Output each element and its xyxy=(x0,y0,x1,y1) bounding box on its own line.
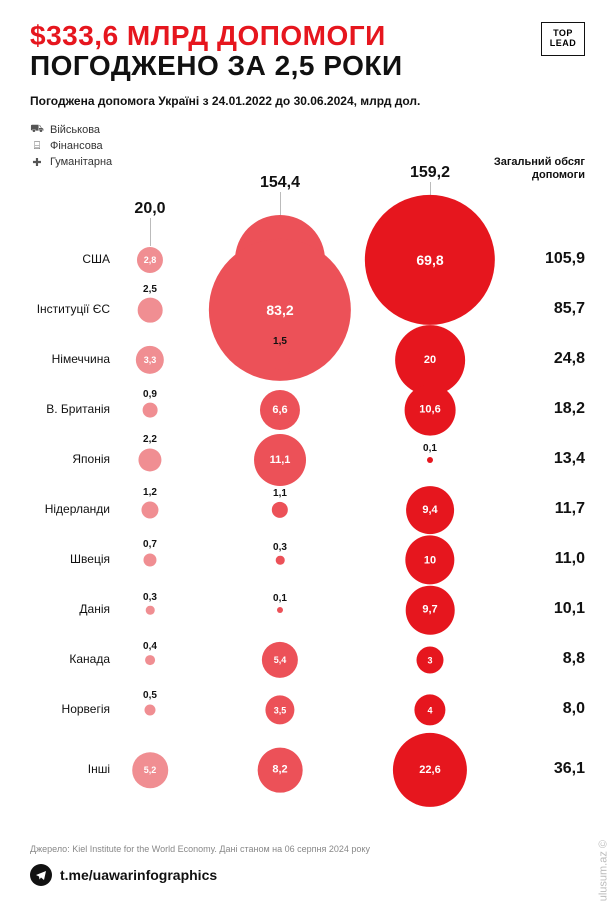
row-total: 18,2 xyxy=(554,400,585,418)
bubble-label: 0,7 xyxy=(143,539,157,550)
row-total: 11,7 xyxy=(555,500,585,518)
bubble: 5,4 xyxy=(262,642,298,678)
bubble-label: 0,4 xyxy=(143,641,157,652)
bubble-label: 0,1 xyxy=(423,443,437,454)
bubble: 3,3 xyxy=(136,346,164,374)
row-label: Данія xyxy=(30,602,110,616)
bubble-label: 1,1 xyxy=(273,488,287,499)
bubble-label: 0,1 xyxy=(273,593,287,604)
column-total: 154,4 xyxy=(260,174,300,192)
bubble: 10,6 xyxy=(405,385,456,436)
row-label: Канада xyxy=(30,652,110,666)
row-label: США xyxy=(30,252,110,266)
bubble: 5,2 xyxy=(132,752,168,788)
row-label: Інші xyxy=(30,762,110,776)
legend-label: Гуманітарна xyxy=(50,156,112,168)
row-label: Інституції ЄС xyxy=(30,302,110,316)
bubble-chart: 20,0154,4159,2США105,92,833,369,8Інститу… xyxy=(30,180,585,820)
telegram-link[interactable]: t.me/uawarinfographics xyxy=(30,864,585,886)
row-label: Японія xyxy=(30,452,110,466)
bubble-label: 2,2 xyxy=(143,434,157,445)
subtitle: Погоджена допомога Україні з 24.01.2022 … xyxy=(30,94,585,108)
bubble xyxy=(276,556,285,565)
row-label: Швеція xyxy=(30,552,110,566)
column-total: 159,2 xyxy=(410,164,450,182)
row-label: Норвегія xyxy=(30,702,110,716)
logo: TOP LEAD xyxy=(541,22,585,56)
money-icon: ⌸ xyxy=(30,140,44,153)
bubble-label: 0,5 xyxy=(143,690,157,701)
bubble: 22,6 xyxy=(393,733,467,807)
row-total: 8,8 xyxy=(563,650,585,668)
bubble-label: 0,9 xyxy=(143,389,157,400)
bubble: 6,6 xyxy=(260,390,300,430)
bubble-label: 1,2 xyxy=(143,487,157,498)
legend-label: Військова xyxy=(50,124,100,136)
source-text: Джерело: Kiel Institute for the World Ec… xyxy=(30,844,585,854)
bubble: 3,5 xyxy=(265,695,294,724)
bubble: 9,7 xyxy=(406,586,455,635)
telegram-text: t.me/uawarinfographics xyxy=(60,867,217,883)
bubble-label: 0,3 xyxy=(143,592,157,603)
bubble-label: 2,5 xyxy=(143,284,157,295)
bubble xyxy=(141,501,158,518)
bubble: 10 xyxy=(405,535,454,584)
legend-item: ⛟ Військова xyxy=(30,122,585,138)
telegram-icon xyxy=(30,864,52,886)
row-total: 105,9 xyxy=(545,250,585,268)
bubble xyxy=(144,704,155,715)
legend-label: Фінансова xyxy=(50,140,103,152)
row-total: 24,8 xyxy=(554,350,585,368)
bubble: 11,1 xyxy=(254,434,306,486)
title-line2: ПОГОДЖЕНО ЗА 2,5 РОКИ xyxy=(30,50,585,82)
logo-line2: LEAD xyxy=(550,39,577,49)
row-total: 11,0 xyxy=(555,550,585,568)
tank-icon: ⛟ xyxy=(30,123,44,137)
column-total: 20,0 xyxy=(134,200,165,218)
legend-item: ⌸ Фінансова xyxy=(30,138,585,154)
row-total: 10,1 xyxy=(554,600,585,618)
bubble xyxy=(143,553,156,566)
row-total: 36,1 xyxy=(554,760,585,778)
bubble: 8,2 xyxy=(258,748,303,793)
row-label: В. Британія xyxy=(30,402,110,416)
row-total: 13,4 xyxy=(554,450,585,468)
total-header: Загальний обсягдопомоги xyxy=(494,156,585,182)
bubble xyxy=(427,457,433,463)
bubble: 3 xyxy=(416,646,443,673)
bubble-label: 1,5 xyxy=(273,336,287,347)
column-guide xyxy=(150,218,151,246)
row-label: Німеччина xyxy=(30,352,110,366)
bubble xyxy=(272,502,288,518)
row-total: 8,0 xyxy=(563,700,585,718)
bubble xyxy=(146,606,155,615)
bubble: 2,8 xyxy=(137,247,163,273)
bubble xyxy=(138,448,161,471)
bubble xyxy=(138,298,163,323)
bubble xyxy=(143,403,158,418)
bubble xyxy=(277,607,283,613)
plus-icon: ✚ xyxy=(30,156,44,169)
bubble-label: 0,3 xyxy=(273,542,287,553)
row-label: Нідерланди xyxy=(30,502,110,516)
row-total: 85,7 xyxy=(554,300,585,318)
bubble xyxy=(145,655,155,665)
bubble: 4 xyxy=(414,694,445,725)
watermark: ulusum.az © xyxy=(597,840,609,901)
bubble: 69,8 xyxy=(365,195,495,325)
title-line1: $333,6 МЛРД ДОПОМОГИ xyxy=(30,20,585,52)
bubble: 9,4 xyxy=(406,486,454,534)
